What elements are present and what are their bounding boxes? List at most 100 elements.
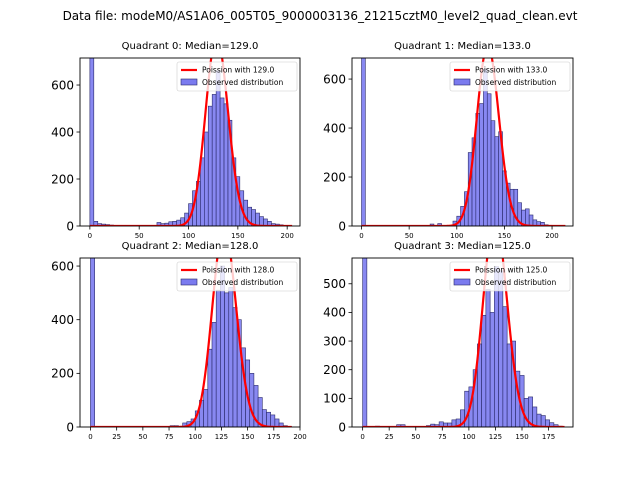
y-tick-label: 500 [323, 277, 346, 291]
histogram-bar [224, 292, 230, 427]
x-tick-label: 100 [450, 232, 463, 240]
x-tick-label: 50 [138, 433, 147, 441]
y-tick-label: 600 [51, 78, 74, 92]
legend-patch-icon [180, 78, 198, 86]
x-tick-label: 175 [267, 433, 280, 441]
y-tick-label: 200 [51, 367, 74, 381]
x-tick-label: 50 [411, 433, 420, 441]
x-tick-label: 125 [489, 433, 502, 441]
histogram-bar [215, 289, 221, 427]
plot-area [362, 258, 565, 427]
subplot-quadrant-3: Quadrant 3: Median=125.0 0 25 50 75 100 125 150… [323, 241, 574, 441]
x-tick-label: 200 [545, 232, 558, 240]
legend-label-observed: Observed distribution [202, 278, 283, 287]
subplot-quadrant-0: Quadrant 0: Median=129.0 0 50 100 150 200 0 200… [51, 41, 301, 240]
histogram-bar [274, 418, 280, 427]
axes-frame [79, 257, 301, 428]
histogram-bar [506, 343, 512, 427]
plot-area [89, 58, 293, 226]
histogram-bar [498, 270, 504, 427]
x-tick-label: 75 [165, 433, 174, 441]
histogram-bar [494, 136, 499, 226]
legend-patch-icon [180, 278, 198, 286]
legend: Poission with 128.0 Observed distribution [176, 261, 298, 292]
x-tick-label: 100 [189, 433, 202, 441]
histogram-bar [437, 223, 442, 226]
x-tick-label: 150 [515, 433, 528, 441]
legend: Poission with 129.0 Observed distribution [176, 61, 298, 92]
y-tick-label: 400 [323, 306, 346, 320]
histogram-bar [502, 306, 508, 427]
legend-label-observed: Observed distribution [202, 78, 283, 87]
x-tick-label: 175 [542, 433, 555, 441]
axes-frame [351, 57, 574, 227]
histogram-bar [200, 157, 205, 226]
subplot-quadrant-2: Quadrant 2: Median=128.0 0 25 50 75 100 125 150… [51, 241, 307, 441]
histogram-bar [540, 415, 546, 427]
y-tick-label: 0 [66, 219, 74, 233]
y-tick-label: 400 [323, 121, 346, 135]
x-tick-label: 0 [88, 433, 92, 441]
histogram-bar [362, 258, 368, 427]
y-tick-label: 200 [323, 363, 346, 377]
y-tick-label: 600 [51, 259, 74, 273]
legend-label-poisson: Poission with 129.0 [202, 66, 275, 75]
histogram-bar [278, 422, 284, 427]
subplot-title: Quadrant 3: Median=125.0 [394, 241, 531, 252]
x-tick-label: 100 [462, 433, 475, 441]
x-tick-label: 25 [385, 433, 394, 441]
legend-box [176, 261, 298, 292]
x-tick-label: 50 [135, 232, 144, 240]
y-tick-label: 300 [323, 334, 346, 348]
legend-label-observed: Observed distribution [475, 78, 556, 87]
histogram-bar [266, 411, 271, 427]
histogram-bar [219, 97, 225, 226]
legend-label-poisson: Poission with 125.0 [475, 266, 548, 275]
histogram-bar [489, 312, 495, 427]
x-tick-label: 75 [438, 433, 447, 441]
y-tick-label: 0 [66, 420, 74, 434]
histogram-bar [540, 222, 545, 226]
figure-suptitle: Data file: modeM0/AS1A06_005T05_90000031… [62, 9, 578, 23]
histogram-bar [483, 68, 488, 226]
subplot-title: Quadrant 2: Median=128.0 [122, 241, 259, 252]
x-tick-label: 150 [498, 232, 511, 240]
legend: Poission with 125.0 Observed distribution [449, 261, 571, 292]
subplot-title: Quadrant 0: Median=129.0 [122, 41, 259, 52]
y-tick-label: 200 [323, 170, 346, 184]
x-tick-label: 125 [215, 433, 228, 441]
legend-label-poisson: Poission with 128.0 [202, 266, 275, 275]
x-tick-label: 0 [359, 232, 363, 240]
y-tick-label: 600 [323, 72, 346, 86]
legend-patch-icon [453, 78, 471, 86]
histogram-bar [259, 216, 264, 226]
histogram-bar [211, 322, 217, 427]
plot-area [90, 258, 292, 427]
histogram-bar [232, 307, 238, 427]
legend-box [176, 61, 298, 92]
axes-frame [79, 57, 301, 227]
poisson-curve [362, 258, 565, 427]
histogram-bar [228, 287, 234, 427]
y-tick-label: 0 [338, 219, 346, 233]
x-tick-label: 200 [280, 232, 293, 240]
histogram-bar [361, 58, 366, 226]
histogram-bar [270, 414, 276, 427]
plot-area [361, 58, 566, 226]
x-tick-label: 150 [231, 232, 244, 240]
y-tick-label: 0 [338, 420, 346, 434]
subplot-title: Quadrant 1: Median=133.0 [394, 41, 531, 52]
poisson-curve [90, 258, 292, 427]
histogram-bar [203, 389, 209, 427]
histogram-bar [204, 131, 209, 226]
legend: Poission with 133.0 Observed distribution [449, 61, 571, 92]
x-tick-label: 200 [293, 433, 306, 441]
x-tick-label: 25 [112, 433, 121, 441]
x-tick-label: 150 [241, 433, 254, 441]
histogram-bar [89, 58, 95, 226]
x-tick-label: 50 [405, 232, 414, 240]
legend-label-observed: Observed distribution [475, 278, 556, 287]
x-tick-label: 0 [88, 232, 92, 240]
histogram-bar [490, 120, 496, 226]
histogram-bar [485, 289, 491, 427]
